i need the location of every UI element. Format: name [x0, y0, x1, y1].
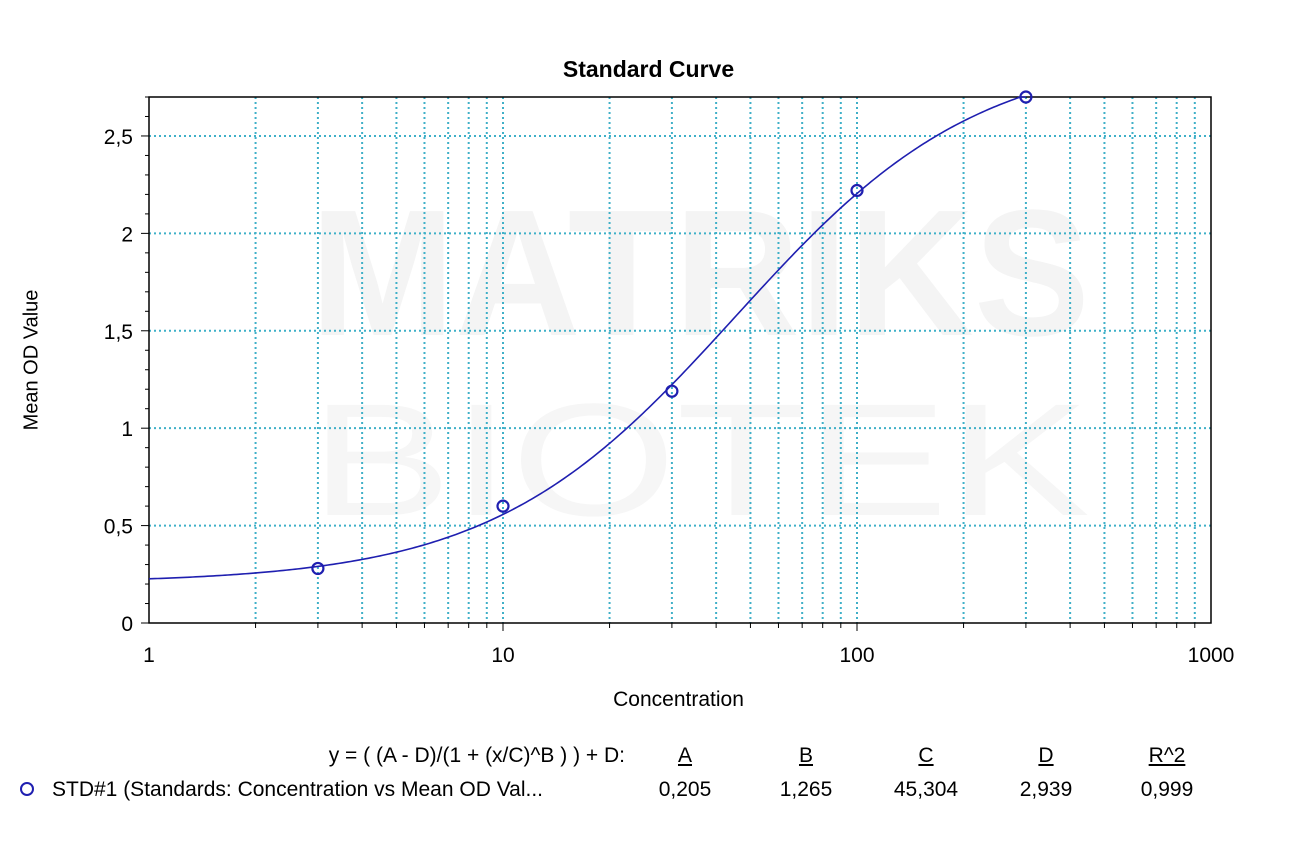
- param-header-b: B: [798, 744, 814, 767]
- param-value-r2: 0,999: [1140, 778, 1194, 801]
- y-tick-label: 1,5: [104, 321, 133, 344]
- y-tick-label: 2,5: [104, 126, 133, 149]
- watermark-line-1: MATRIKS: [310, 173, 1090, 374]
- param-value-b: 1,265: [779, 778, 833, 801]
- param-header-a: A: [677, 744, 693, 767]
- chart-title: Standard Curve: [562, 56, 735, 82]
- fit-curve: [148, 96, 1026, 580]
- plot-frame: [148, 96, 1212, 624]
- legend-marker-icon: [20, 782, 34, 796]
- y-axis-label: Mean OD Value: [20, 289, 43, 431]
- data-point: [850, 183, 864, 198]
- y-tick-label: 0,5: [104, 516, 133, 539]
- legend-series-name: STD#1 (Standards: Concentration vs Mean …: [52, 778, 543, 801]
- param-value-d: 2,939: [1019, 778, 1073, 801]
- y-tick-label: 1: [121, 418, 133, 441]
- watermark-line-2: BIOTEK: [310, 370, 1090, 549]
- fit-equation: y = ( (A - D)/(1 + (x/C)^B ) ) + D:: [328, 744, 625, 767]
- data-point: [311, 561, 325, 576]
- x-tick-label: 1000: [1188, 644, 1235, 667]
- x-tick-label: 100: [839, 644, 874, 667]
- y-tick-label: 2: [121, 223, 133, 246]
- param-header-d: D: [1038, 744, 1054, 767]
- x-axis-label: Concentration: [613, 688, 744, 711]
- data-point: [496, 499, 510, 513]
- param-header-r2: R^2: [1148, 744, 1186, 767]
- legend: y = ( (A - D)/(1 + (x/C)^B ) ) + D: A B …: [0, 740, 1297, 820]
- x-tick-label: 1: [143, 644, 155, 667]
- param-value-a: 0,205: [658, 778, 712, 801]
- data-point: [1019, 90, 1033, 104]
- data-point: [665, 384, 679, 398]
- y-tick-label: 0: [121, 613, 133, 636]
- x-tick-label: 10: [491, 644, 514, 667]
- param-value-c: 45,304: [893, 778, 959, 801]
- param-header-c: C: [918, 744, 934, 767]
